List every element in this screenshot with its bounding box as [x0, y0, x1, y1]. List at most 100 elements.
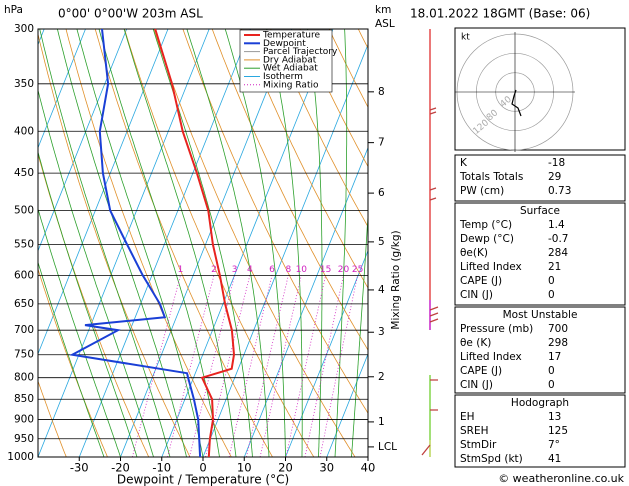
x-tick-label: -20	[111, 461, 130, 475]
km-tick-label: LCL	[378, 441, 397, 453]
panel-box	[454, 154, 626, 202]
y-tick-label: 700	[14, 324, 34, 336]
dry-adiabat	[299, 29, 368, 168]
row-label: SREH	[460, 425, 489, 437]
dry-adiabat	[38, 152, 150, 457]
panel-box	[454, 202, 626, 306]
row-value: 298	[548, 337, 568, 349]
row-value: -0.7	[548, 233, 569, 245]
wet-adiabat	[123, 29, 237, 457]
km-tick-label: 5	[378, 236, 385, 248]
profile-line	[69, 28, 202, 458]
mixing-ratio-label: 4	[247, 265, 253, 275]
x-tick-label: 20	[278, 461, 293, 475]
hodograph-unit: kt	[461, 33, 470, 43]
dry-adiabat	[38, 267, 108, 457]
mixing-ratio-line	[228, 275, 273, 457]
asl-unit: ASL	[375, 18, 395, 30]
mixing-ratio-label: 10	[296, 265, 308, 275]
y-tick-label: 900	[14, 414, 34, 426]
mixing-ratio-label: 2	[211, 265, 217, 275]
km-unit: km	[375, 4, 391, 16]
km-tick-label: 7	[378, 137, 385, 149]
x-tick-label: 10	[237, 461, 252, 475]
row-value: 21	[548, 261, 561, 273]
dry-adiabat	[153, 29, 356, 457]
row-value: 17	[548, 351, 561, 363]
km-tick-label: 6	[378, 187, 385, 199]
wet-adiabat	[57, 29, 187, 457]
dry-adiabat	[270, 29, 368, 228]
x-tick-label: -10	[152, 461, 171, 475]
isotherm	[38, 29, 210, 457]
wind-column	[421, 29, 439, 457]
x-tick-label: -30	[70, 461, 89, 475]
dry-adiabat	[240, 29, 368, 289]
y-tick-label: 400	[14, 125, 34, 137]
isotherm	[202, 43, 368, 457]
isotherm	[0, 29, 3, 457]
wet-adiabat	[307, 29, 323, 457]
km-tick-label: 1	[378, 416, 385, 428]
y2-axis-label: Mixing Ratio (g/kg)	[390, 230, 402, 329]
dry-adiabat	[38, 380, 67, 457]
mixing-ratio-label: 8	[285, 265, 291, 275]
y-tick-label: 450	[14, 167, 34, 179]
wet-adiabat	[224, 29, 286, 457]
row-value: 1.4	[548, 219, 565, 231]
isotherm	[120, 29, 293, 457]
km-tick-label: 2	[378, 371, 385, 383]
legend-label: Temperature	[262, 31, 320, 41]
row-label: EH	[460, 411, 475, 423]
dry-adiabat	[124, 29, 315, 457]
plot-frame	[37, 28, 369, 458]
x-axis-label: Dewpoint / Temperature (°C)	[117, 473, 289, 486]
row-value: 29	[548, 171, 561, 183]
row-label: Dewp (°C)	[460, 233, 514, 245]
x-tick-label: 30	[319, 461, 334, 475]
row-value: 125	[548, 425, 568, 437]
row-value: 0	[548, 379, 555, 391]
row-label: Totals Totals	[459, 171, 523, 183]
row-label: Lifted Index	[460, 351, 522, 363]
legend-label: Isotherm	[263, 72, 303, 82]
km-tick-label: 4	[378, 284, 385, 296]
location: 0°00' 0°00'W 203m ASL	[58, 7, 203, 21]
row-label: CAPE (J)	[460, 365, 502, 377]
legend-label: Parcel Trajectory	[263, 47, 338, 57]
y-tick-label: 750	[14, 349, 34, 361]
hodograph-box	[454, 27, 626, 151]
y-tick-label: 500	[14, 205, 34, 217]
mixing-ratio-label: 25	[352, 265, 363, 275]
row-value: 284	[548, 247, 568, 259]
y-tick-label: 1000	[7, 451, 34, 463]
y-tick-label: 550	[14, 238, 34, 250]
row-label: Pressure (mb)	[460, 323, 533, 335]
mixing-ratio-line	[319, 275, 358, 457]
isotherm	[78, 29, 251, 457]
y-tick-label: 300	[14, 23, 34, 35]
row-value: 700	[548, 323, 568, 335]
row-label: StmDir	[460, 439, 497, 451]
profile-line	[154, 28, 236, 458]
row-label: StmSpd (kt)	[460, 453, 523, 465]
x-tick-label: 40	[361, 461, 376, 475]
km-tick-label: 3	[378, 326, 385, 338]
x-tick-label: 0	[199, 461, 206, 475]
row-value: 13	[548, 411, 561, 423]
wind-barbs	[421, 107, 439, 456]
legend-label: Dewpoint	[263, 39, 306, 49]
y-tick-label: 950	[14, 433, 34, 445]
y-tick-label: 850	[14, 393, 34, 405]
legend-label: Mixing Ratio	[263, 80, 319, 90]
panel-title: Surface	[520, 205, 560, 217]
dry-adiabat	[38, 32, 191, 457]
row-value: 41	[548, 453, 561, 465]
row-value: -18	[548, 157, 565, 169]
row-label: K	[460, 157, 468, 169]
wet-adiabat	[186, 29, 270, 457]
isotherm	[285, 249, 368, 457]
row-label: CIN (J)	[460, 379, 493, 391]
